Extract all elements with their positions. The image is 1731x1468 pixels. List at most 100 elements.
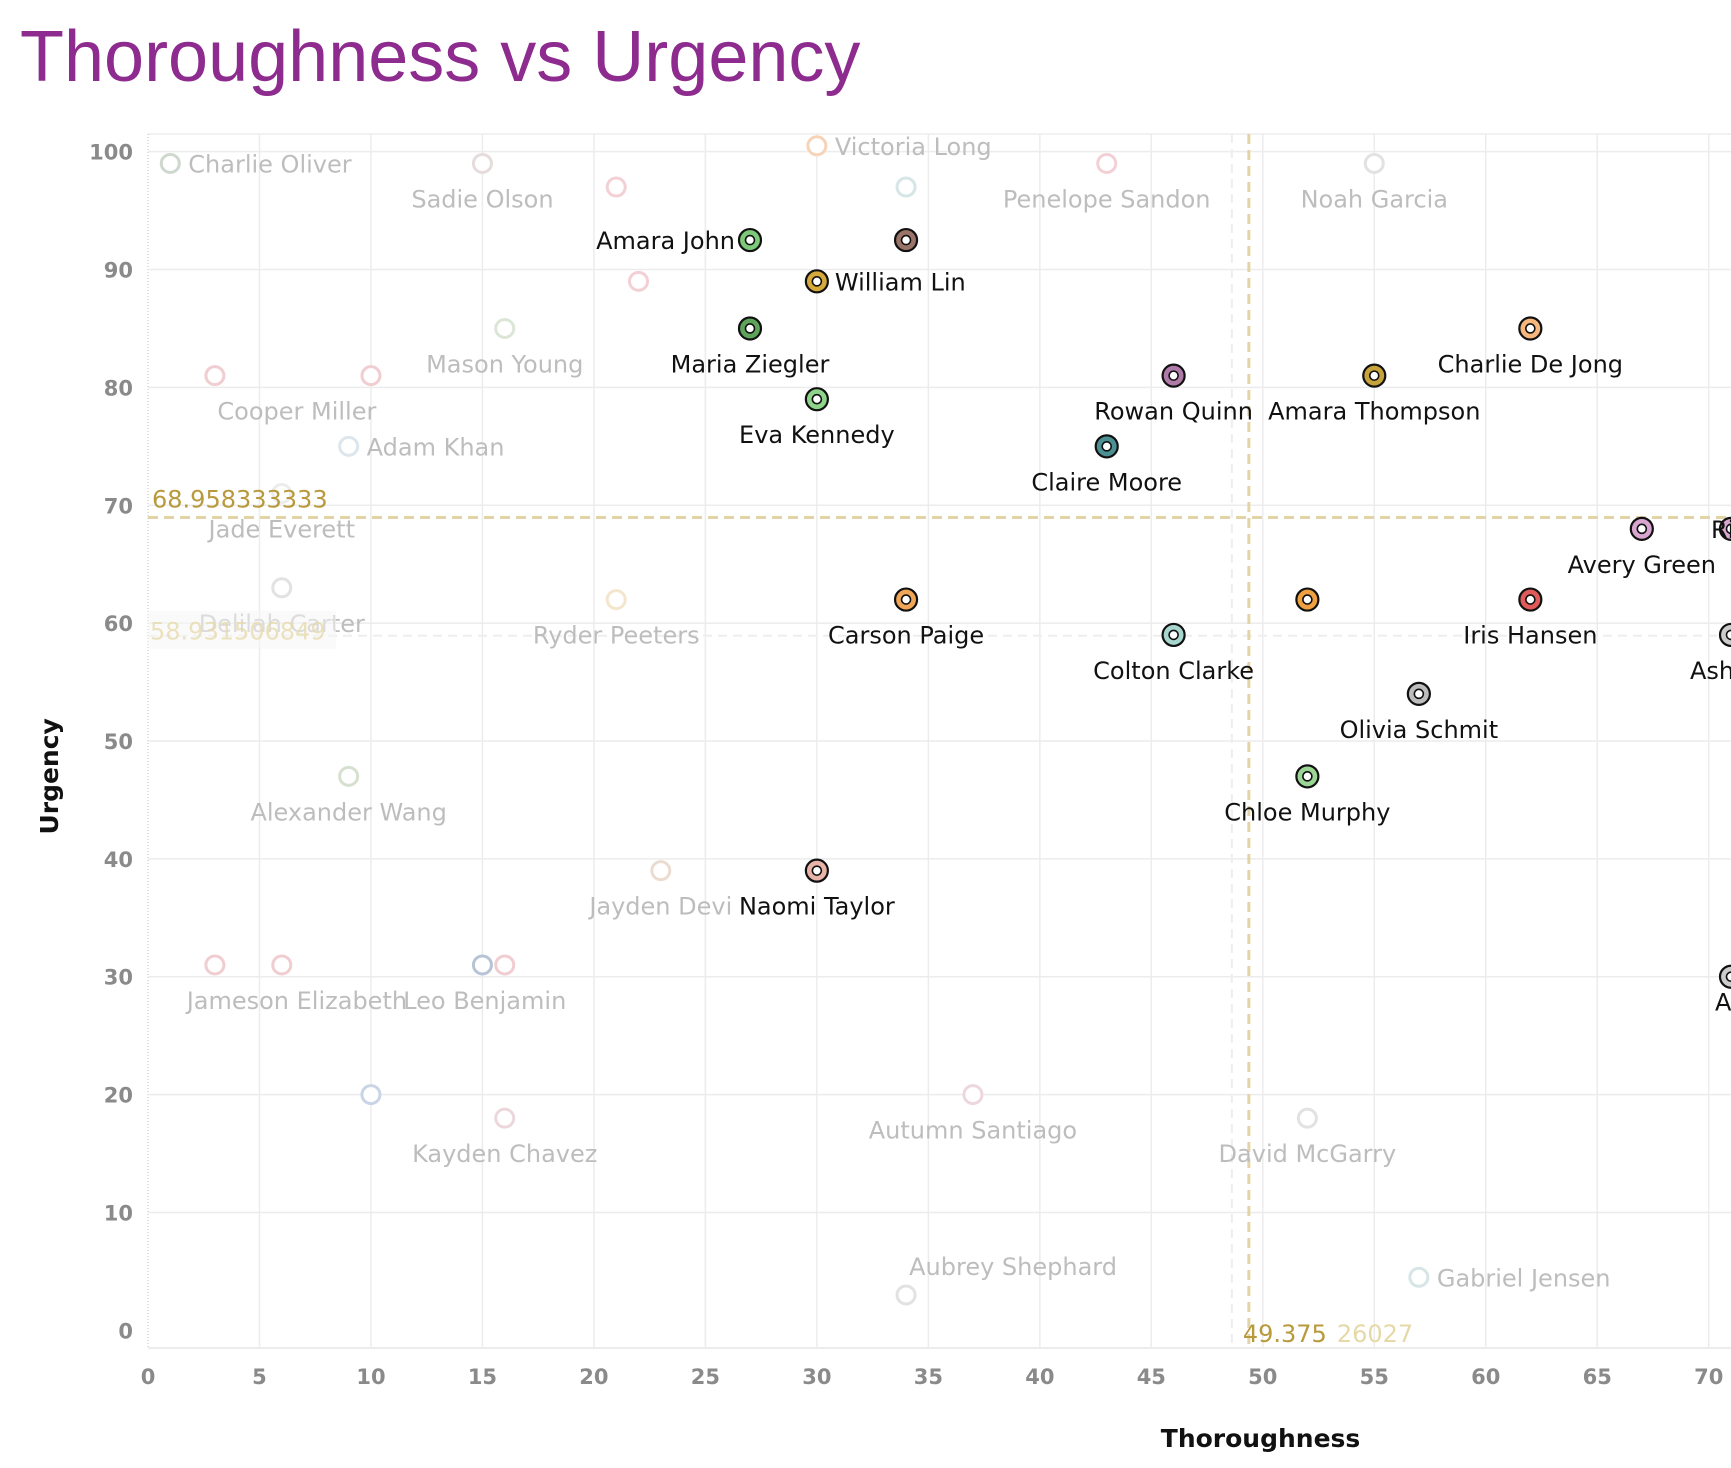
point-marker[interactable]: [605, 176, 627, 198]
x-tick-label: 40: [1025, 1365, 1054, 1389]
point-marker[interactable]: [962, 1084, 984, 1106]
point-charlie-de-jong[interactable]: Charlie De Jong: [1438, 316, 1623, 378]
point-marker[interactable]: [471, 152, 493, 174]
point-marker[interactable]: [494, 954, 516, 976]
point-marker[interactable]: [895, 176, 917, 198]
point-ryder-peeters[interactable]: Ryder Peeters: [533, 589, 700, 650]
point-claire-moore[interactable]: Claire Moore: [1031, 434, 1182, 496]
point-carson-paige[interactable]: Carson Paige: [828, 587, 984, 650]
point-label: Charlie De Jong: [1438, 350, 1623, 378]
point-marker[interactable]: [271, 954, 293, 976]
point-unlabeled[interactable]: [471, 954, 493, 976]
point-olivia-schmit[interactable]: Olivia Schmit: [1340, 681, 1499, 744]
point-charlie-oliver[interactable]: Charlie Oliver: [159, 150, 352, 178]
point-iris-hansen[interactable]: Iris Hansen: [1463, 587, 1597, 650]
point-unlabeled[interactable]: [1295, 587, 1320, 612]
y-tick-label: 70: [104, 494, 133, 518]
point-marker[interactable]: [650, 860, 672, 882]
point-leo-benjamin[interactable]: Leo Benjamin: [403, 954, 566, 1015]
point-kayden-chavez[interactable]: Kayden Chavez: [412, 1107, 597, 1168]
point-gabriel-jensen[interactable]: Gabriel Jensen: [1408, 1264, 1611, 1292]
point-unlabeled[interactable]: [628, 270, 650, 292]
point-marker[interactable]: [1096, 152, 1118, 174]
point-marker[interactable]: [1718, 964, 1731, 989]
point-alexander-wang[interactable]: Alexander Wang: [250, 765, 447, 826]
point-label: Adam Khan: [367, 433, 505, 461]
point-marker[interactable]: [360, 1084, 382, 1106]
point-aubrey-shephard[interactable]: Aubrey Shephard: [895, 1253, 1117, 1306]
point-a[interactable]: A: [1715, 964, 1731, 1017]
x-tick-label: 60: [1471, 1365, 1500, 1389]
point-label: Carson Paige: [828, 622, 984, 650]
point-label: Noah Garcia: [1301, 185, 1448, 213]
point-marker[interactable]: [204, 365, 226, 387]
point-maria-ziegler[interactable]: Maria Ziegler: [671, 316, 830, 378]
point-marker[interactable]: [605, 589, 627, 611]
point-label: Gabriel Jensen: [1437, 1264, 1611, 1292]
point-marker[interactable]: [1296, 1107, 1318, 1129]
point-unlabeled[interactable]: [271, 954, 293, 976]
point-rowan-quinn[interactable]: Rowan Quinn: [1094, 363, 1253, 426]
point-label: Jayden Devi: [587, 893, 732, 921]
point-marker[interactable]: [628, 270, 650, 292]
highlighted-points: Amara John William Lin Maria Ziegler Charli…: [596, 227, 1731, 1017]
point-colton-clarke[interactable]: Colton Clarke: [1093, 622, 1254, 685]
point-penelope-sandon[interactable]: Penelope Sandon: [1003, 152, 1211, 213]
point-autumn-santiago[interactable]: Autumn Santiago: [869, 1084, 1077, 1145]
point-unlabeled[interactable]: [895, 176, 917, 198]
point-marker[interactable]: [1408, 1266, 1430, 1288]
point-marker[interactable]: [271, 577, 293, 599]
point-david-mcgarry[interactable]: David McGarry: [1219, 1107, 1397, 1168]
point-unlabeled[interactable]: [360, 1084, 382, 1106]
point-william-lin[interactable]: William Lin: [804, 268, 966, 296]
point-marker[interactable]: [1718, 516, 1731, 541]
point-marker[interactable]: [1363, 152, 1385, 174]
y-tick-label: 20: [104, 1084, 133, 1108]
point-marker-core: [744, 323, 756, 334]
point-marker[interactable]: [360, 365, 382, 387]
y-tick-label: 50: [104, 730, 133, 754]
point-unlabeled[interactable]: [893, 227, 919, 253]
point-mason-young[interactable]: Mason Young: [426, 317, 583, 378]
point-marker-core: [1725, 523, 1731, 535]
point-chloe-murphy[interactable]: Chloe Murphy: [1224, 764, 1390, 826]
point-victoria-long[interactable]: Victoria Long: [806, 133, 992, 161]
point-marker[interactable]: [806, 135, 828, 157]
point-label: Leo Benjamin: [403, 987, 566, 1015]
point-label: Eva Kennedy: [739, 421, 895, 449]
point-noah-garcia[interactable]: Noah Garcia: [1301, 152, 1448, 213]
point-avery-green[interactable]: Avery Green: [1568, 516, 1716, 579]
point-amara-thompson[interactable]: Amara Thompson: [1268, 363, 1480, 426]
point-label: Cooper Miller: [217, 398, 376, 426]
point-eva-kennedy[interactable]: Eva Kennedy: [739, 387, 895, 449]
point-marker[interactable]: [1718, 622, 1731, 648]
point-naomi-taylor[interactable]: Naomi Taylor: [739, 858, 895, 921]
point-marker[interactable]: [494, 317, 516, 339]
point-jameson-elizabeth[interactable]: Jameson Elizabeth: [185, 954, 407, 1015]
point-unlabeled[interactable]: [360, 365, 382, 387]
point-amara-john[interactable]: Amara John: [596, 227, 763, 255]
point-marker[interactable]: [159, 152, 181, 174]
point-marker[interactable]: [204, 954, 226, 976]
point-cooper-miller[interactable]: Cooper Miller: [204, 365, 377, 426]
reference-lines: [148, 134, 1731, 1348]
y-tick-label: 100: [89, 141, 133, 165]
point-marker-core: [811, 393, 823, 405]
point-label: Naomi Taylor: [739, 893, 895, 921]
x-tick-label: 30: [802, 1365, 831, 1389]
point-unlabeled[interactable]: [605, 176, 627, 198]
point-label: A: [1715, 989, 1731, 1017]
point-marker[interactable]: [271, 482, 293, 504]
point-adam-khan[interactable]: Adam Khan: [338, 433, 505, 461]
point-marker[interactable]: [895, 1284, 917, 1306]
point-marker[interactable]: [471, 954, 493, 976]
point-sadie-olson[interactable]: Sadie Olson: [411, 152, 554, 213]
point-jayden-devi[interactable]: Jayden Devi: [587, 860, 732, 921]
point-ash[interactable]: Ash: [1690, 622, 1731, 685]
point-marker[interactable]: [338, 435, 360, 457]
point-marker[interactable]: [494, 1107, 516, 1129]
x-tick-label: 0: [141, 1365, 156, 1389]
point-marker[interactable]: [338, 765, 360, 787]
point-ri[interactable]: Ri: [1711, 516, 1731, 544]
point-jade-everett[interactable]: Jade Everett: [207, 482, 355, 543]
